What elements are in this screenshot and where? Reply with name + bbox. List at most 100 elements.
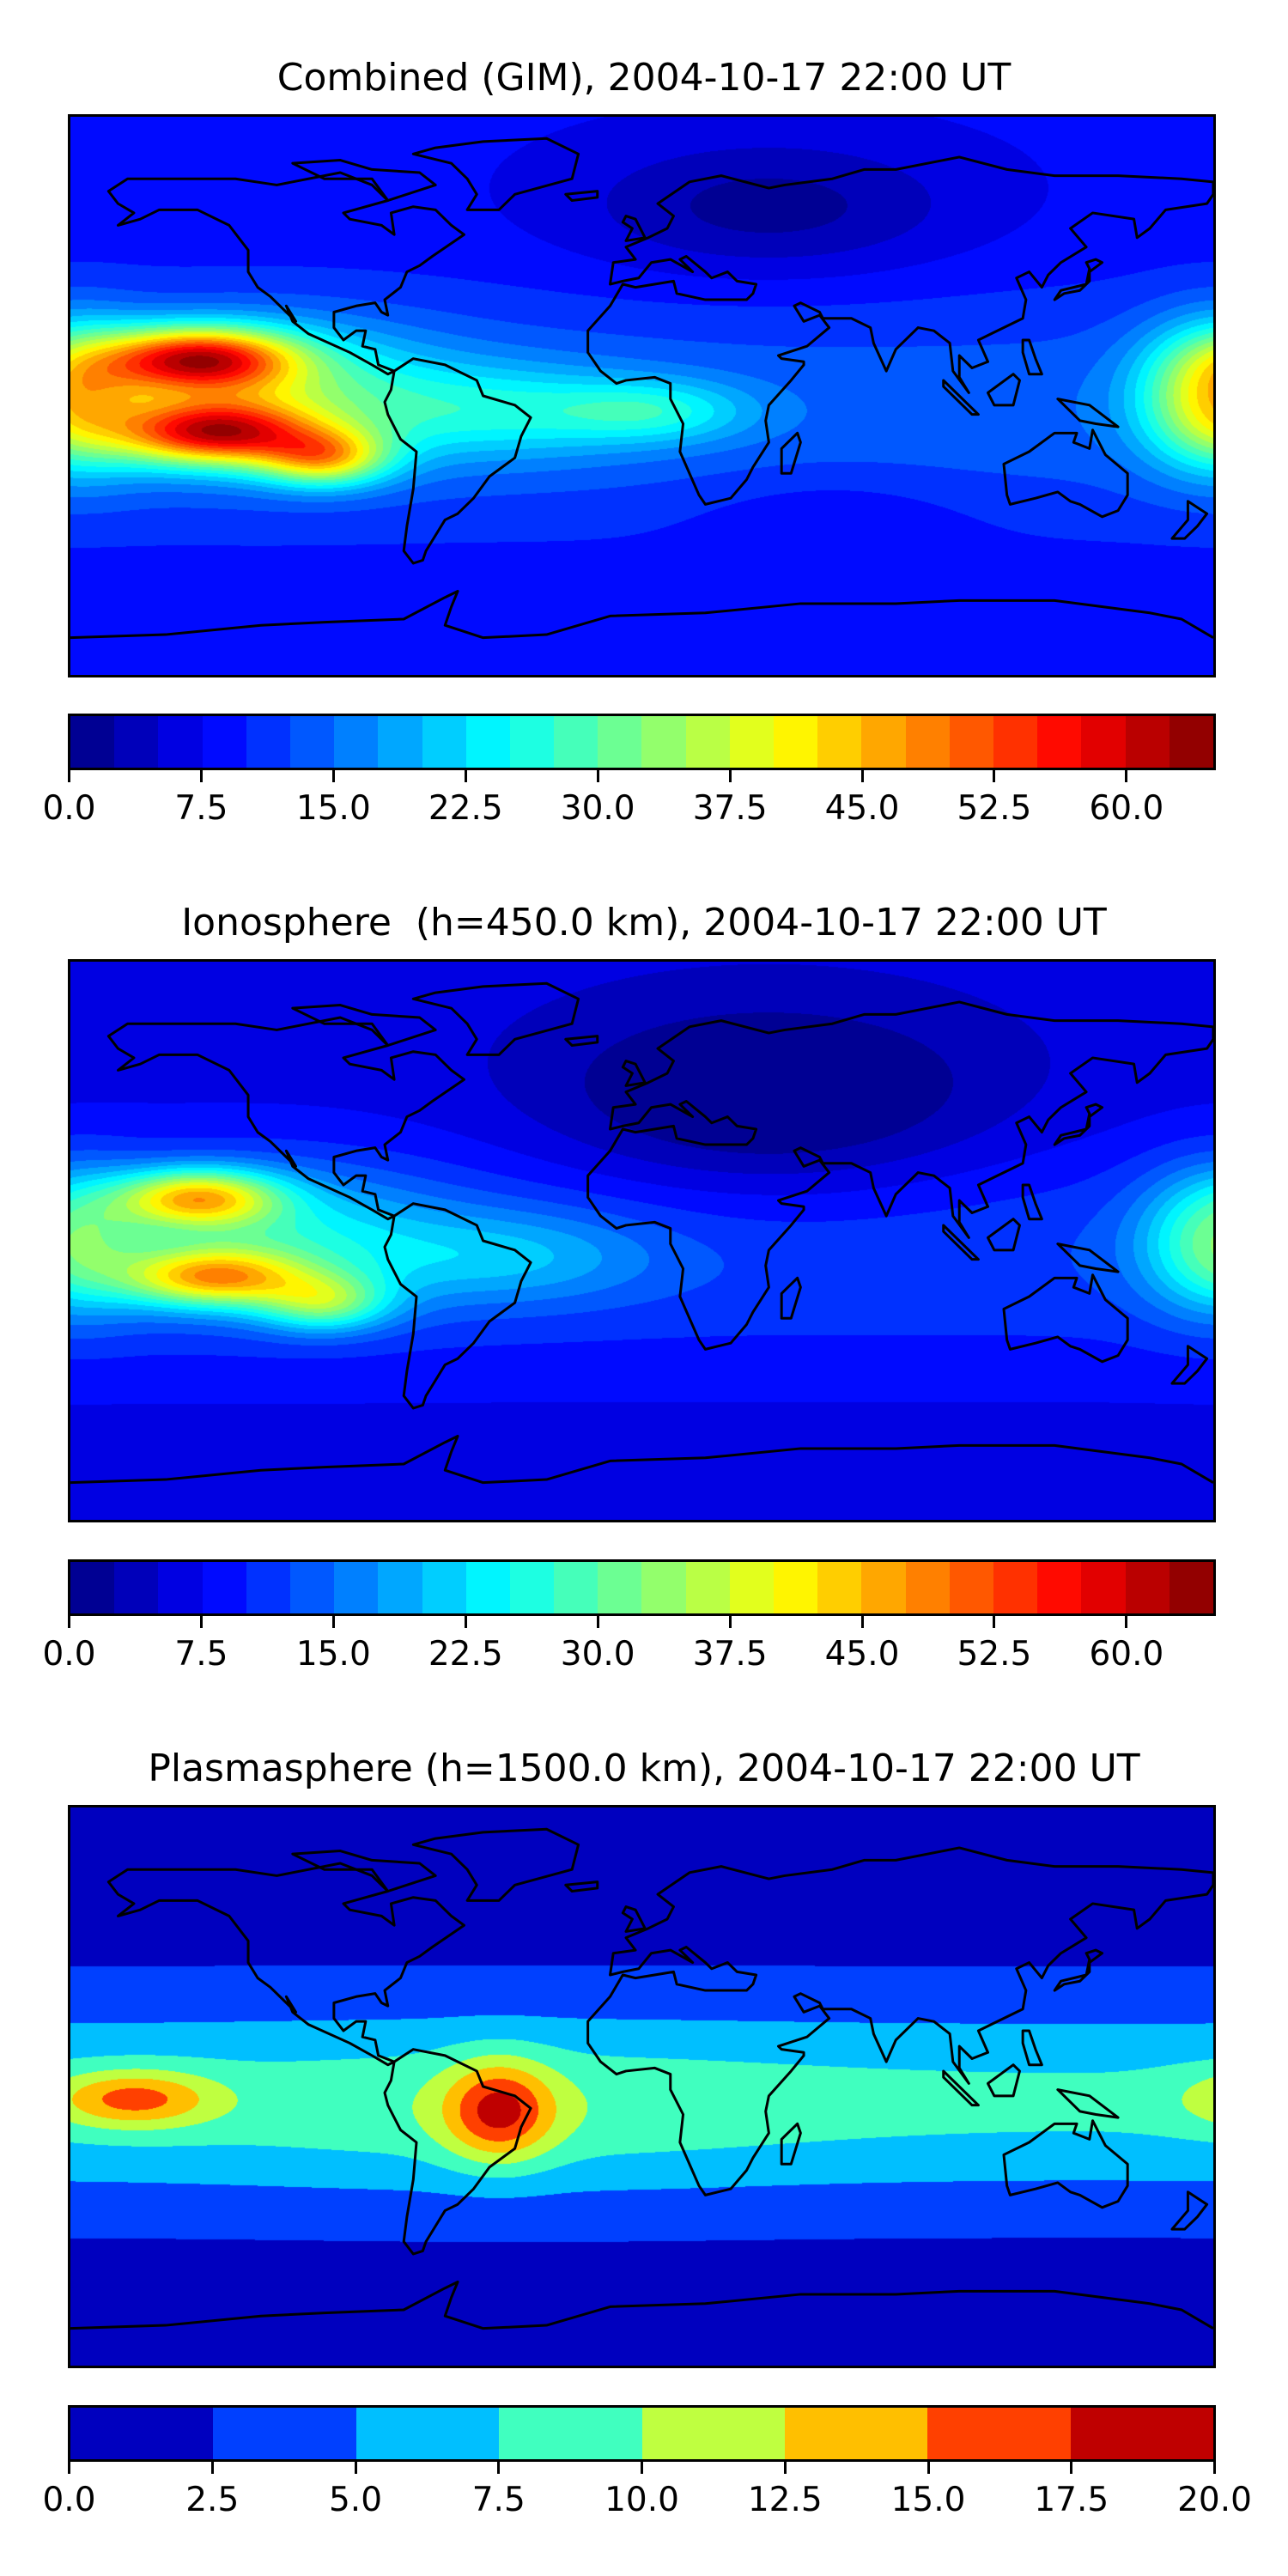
tick-mark	[1213, 2462, 1216, 2474]
coastline	[588, 157, 1213, 504]
coastlines	[70, 117, 1213, 675]
tick-label: 20.0	[1177, 2481, 1252, 2519]
colorbar-bin	[70, 2408, 214, 2459]
coastline	[385, 2050, 531, 2254]
colorbar-bin	[465, 1562, 510, 1613]
coastline	[944, 2071, 979, 2105]
colorbar-bin	[598, 1562, 642, 1613]
colorbar-bin	[1070, 2408, 1213, 2459]
colorbar-ionosphere	[68, 1559, 1216, 1616]
colorbar-bin	[861, 1562, 906, 1613]
contour-field	[70, 962, 1213, 1520]
colorbar-bin	[598, 716, 642, 768]
colorbar-bin	[949, 716, 993, 768]
colorbar-bin	[509, 716, 555, 768]
coastline	[1054, 1104, 1102, 1145]
coastline	[944, 380, 979, 415]
tick-mark	[993, 770, 996, 782]
tick-label: 7.5	[471, 2481, 526, 2519]
coastline	[1172, 2192, 1207, 2229]
colorbar-bin	[905, 1562, 950, 1613]
colorbar-bin	[378, 1562, 422, 1613]
colorbar-bin	[729, 716, 774, 768]
tick-label: 5.0	[328, 2481, 383, 2519]
tick-label: 22.5	[428, 1635, 503, 1674]
tick-mark	[641, 2462, 643, 2474]
tick-label: 45.0	[824, 1635, 900, 1674]
tick-mark	[728, 770, 732, 782]
tick-label: 0.0	[42, 1635, 96, 1674]
colorbar-bin	[114, 716, 159, 768]
coastline	[1058, 1244, 1118, 1273]
tick-mark	[354, 2462, 357, 2474]
coastline	[781, 1278, 800, 1318]
coastline	[987, 374, 1019, 405]
colorbar-ticks: 0.0 2.5 5.0 7.5 10.0 12.5 15.0 17.5 20.0	[42, 2462, 1252, 2530]
tick-label: 30.0	[560, 789, 635, 828]
colorbar-bin	[817, 716, 862, 768]
coastline	[1004, 430, 1127, 517]
tick-mark	[860, 1616, 864, 1628]
colorbar-bin	[246, 1562, 290, 1613]
tick-mark	[68, 770, 70, 782]
colorbar-bin	[114, 1562, 159, 1613]
tick-mark	[860, 770, 864, 782]
tick-label: 7.5	[174, 789, 228, 828]
colorbar-bin	[641, 1562, 686, 1613]
tick-label: 45.0	[824, 789, 900, 828]
coastline	[385, 359, 531, 563]
colorbar-bin	[158, 716, 203, 768]
coastline	[1172, 501, 1207, 538]
colorbar-bin	[1081, 716, 1126, 768]
tick-label: 0.0	[42, 789, 96, 828]
coastline	[1004, 2121, 1127, 2208]
colorbar-bin	[685, 716, 730, 768]
tick-label: 37.5	[692, 789, 768, 828]
coastline	[588, 1848, 1213, 2195]
colorbar-ticks: 0.0 7.5 15.0 22.5 30.0 37.5 45.0 52.5 60.0	[42, 1616, 1216, 1685]
coastline	[1172, 1346, 1207, 1383]
colorbar-bin	[202, 716, 246, 768]
map-ionosphere	[68, 959, 1216, 1522]
colorbar-bin	[422, 1562, 466, 1613]
colorbar-bin	[70, 1562, 115, 1613]
coastline	[293, 1005, 435, 1046]
coastline	[566, 1882, 598, 1892]
colorbar-ticks: 0.0 7.5 15.0 22.5 30.0 37.5 45.0 52.5 60.0	[42, 770, 1216, 839]
colorbar-bin	[246, 716, 290, 768]
panel-title: Plasmasphere (h=1500.0 km), 2004-10-17 2…	[148, 1747, 1140, 1790]
coastline	[1023, 1185, 1042, 1219]
tick-label: 15.0	[295, 1635, 371, 1674]
coastline	[1023, 340, 1042, 374]
coastline	[70, 1437, 1213, 1483]
colorbar-bin	[1081, 1562, 1126, 1613]
colorbar-bin	[465, 716, 510, 768]
colorbar-bin	[1037, 1562, 1082, 1613]
tick-mark	[927, 2462, 930, 2474]
map-plasmasphere	[68, 1805, 1216, 2368]
panel-title: Ionosphere (h=450.0 km), 2004-10-17 22:0…	[181, 901, 1107, 945]
tick-mark	[464, 1616, 467, 1628]
colorbar-bin	[1125, 1562, 1170, 1613]
tick-mark	[331, 770, 335, 782]
colorbar-bin	[905, 716, 950, 768]
colorbar-bin	[202, 1562, 246, 1613]
tick-label: 15.0	[890, 2481, 966, 2519]
colorbar-combined	[68, 714, 1216, 770]
coastlines	[70, 962, 1213, 1520]
colorbar-bin	[927, 2408, 1071, 2459]
tick-label: 2.5	[185, 2481, 240, 2519]
coastline	[70, 2282, 1213, 2329]
tick-label: 22.5	[428, 789, 503, 828]
colorbar-bin	[861, 716, 906, 768]
colorbar-bin	[774, 1562, 818, 1613]
colorbar-bin	[641, 716, 686, 768]
tick-label: 15.0	[295, 789, 371, 828]
tick-label: 17.5	[1034, 2481, 1109, 2519]
colorbar-bin	[784, 2408, 928, 2459]
coastline	[944, 1225, 979, 1260]
coastline	[1054, 1950, 1102, 1990]
colorbar-bin	[289, 1562, 335, 1613]
coastline	[623, 216, 645, 241]
coastline	[293, 1851, 435, 1892]
